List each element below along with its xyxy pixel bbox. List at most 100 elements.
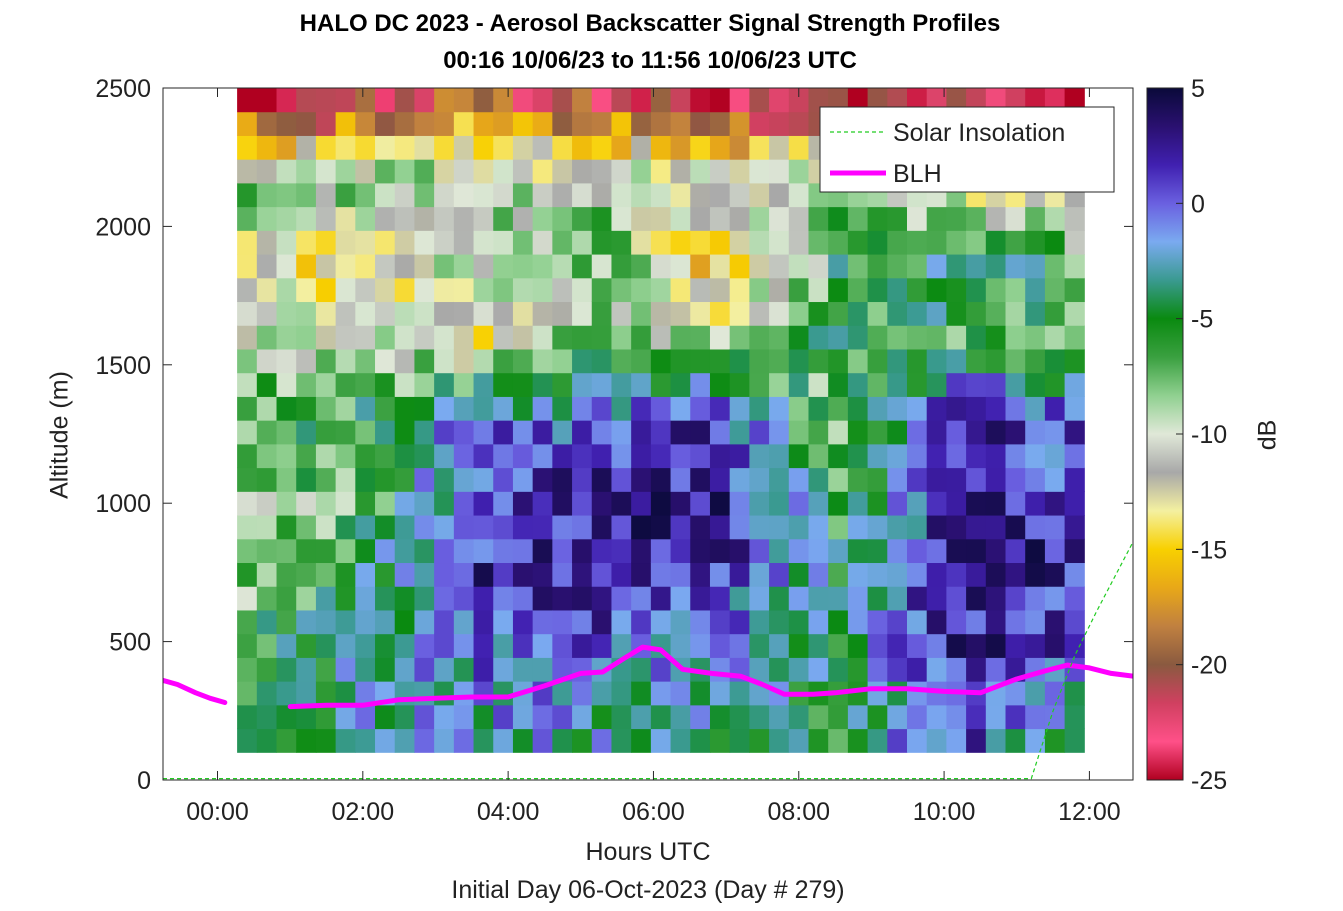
heatmap-cell [1025, 633, 1046, 658]
heatmap-cell [709, 301, 731, 326]
heatmap-cell [867, 562, 888, 587]
heatmap-cell [769, 159, 790, 184]
heatmap-cell [788, 515, 809, 540]
heatmap-cell [276, 443, 297, 469]
heatmap-cell [946, 277, 967, 303]
heatmap-cell [276, 562, 297, 587]
heatmap-cell [335, 491, 356, 516]
heatmap-cell [1005, 396, 1026, 421]
heatmap-cell [966, 467, 987, 492]
series-lines [163, 541, 1133, 780]
heatmap-cell [237, 704, 258, 730]
heatmap-cell [1064, 704, 1085, 730]
heatmap-cell [670, 254, 691, 279]
heatmap-cell [769, 111, 790, 136]
heatmap-cell [906, 467, 928, 492]
heatmap-cell [434, 325, 455, 350]
heatmap-cell [296, 515, 317, 540]
heatmap-cell [532, 277, 553, 303]
heatmap-cell [828, 88, 849, 113]
heatmap-cell [611, 182, 632, 208]
heatmap-cell [296, 586, 317, 611]
heatmap-cell [867, 277, 888, 303]
heatmap-cell [847, 88, 869, 113]
heatmap-cell [867, 586, 888, 611]
heatmap-cell [355, 230, 376, 255]
heatmap-cell [434, 728, 455, 753]
heatmap-cell [493, 491, 514, 516]
heatmap-cell [670, 182, 691, 208]
heatmap-cell [670, 135, 691, 160]
heatmap-cell [375, 254, 396, 279]
heatmap-cell [335, 633, 356, 658]
heatmap-cell [1064, 301, 1085, 326]
heatmap-cell [847, 206, 869, 231]
heatmap-cell [414, 657, 435, 682]
heatmap-cell [434, 515, 455, 540]
heatmap-cell [749, 515, 770, 540]
heatmap-cell [256, 420, 278, 445]
heatmap-cell [906, 396, 928, 421]
heatmap-cell [847, 230, 869, 255]
heatmap-cell [434, 443, 455, 469]
heatmap-cell [276, 277, 297, 303]
heatmap-cell [394, 728, 415, 753]
heatmap-cell [335, 277, 356, 303]
y-tick-label: 2000 [95, 213, 151, 241]
heatmap-cell [591, 111, 612, 136]
heatmap-cell [906, 325, 928, 350]
heatmap-cell [926, 728, 947, 753]
heatmap-cell [926, 277, 947, 303]
heatmap-cell [394, 206, 415, 231]
heatmap-cell [847, 443, 869, 469]
heatmap-cell [828, 728, 849, 753]
heatmap-cell [709, 182, 731, 208]
heatmap-cell [1025, 420, 1046, 445]
heatmap-cell [887, 657, 908, 682]
heatmap-cell [769, 301, 790, 326]
heatmap-cell [434, 206, 455, 231]
heatmap-cell [611, 562, 632, 587]
heatmap-cell [1025, 348, 1046, 374]
heatmap-cell [276, 372, 297, 397]
heatmap-cell [256, 657, 278, 682]
heatmap-cell [749, 277, 770, 303]
heatmap-cell [1064, 633, 1085, 658]
heatmap-cell [1044, 467, 1066, 492]
heatmap-cell [1044, 301, 1066, 326]
heatmap-cell [296, 491, 317, 516]
heatmap-cell [591, 348, 612, 374]
heatmap-cell [1005, 633, 1026, 658]
heatmap-cell [256, 159, 278, 184]
heatmap-cell [690, 277, 711, 303]
heatmap-cell [375, 491, 396, 516]
heatmap-cell [473, 538, 494, 564]
heatmap-cell [906, 562, 928, 587]
heatmap-cell [237, 586, 258, 611]
heatmap-cell [1044, 420, 1066, 445]
heatmap-cell [1005, 515, 1026, 540]
heatmap-cell [414, 206, 435, 231]
heatmap-cell [473, 704, 494, 730]
heatmap-cell [256, 325, 278, 350]
heatmap-cell [375, 206, 396, 231]
heatmap-cell [256, 372, 278, 397]
heatmap-cell [709, 728, 731, 753]
heatmap-cell [532, 254, 553, 279]
heatmap-cell [966, 538, 987, 564]
heatmap-cell [256, 491, 278, 516]
heatmap-cell [296, 467, 317, 492]
heatmap-cell [375, 348, 396, 374]
heatmap-cell [315, 538, 337, 564]
heatmap-cell [414, 633, 435, 658]
heatmap-cell [788, 206, 809, 231]
heatmap-cell [985, 420, 1007, 445]
y-tick-label: 1000 [95, 490, 151, 518]
heatmap-cell [808, 230, 829, 255]
heatmap-cell [276, 609, 297, 635]
heatmap-cell [572, 515, 593, 540]
heatmap-cell [631, 301, 652, 326]
heatmap-cell [276, 396, 297, 421]
heatmap-cell [414, 372, 435, 397]
heatmap-cell [335, 254, 356, 279]
